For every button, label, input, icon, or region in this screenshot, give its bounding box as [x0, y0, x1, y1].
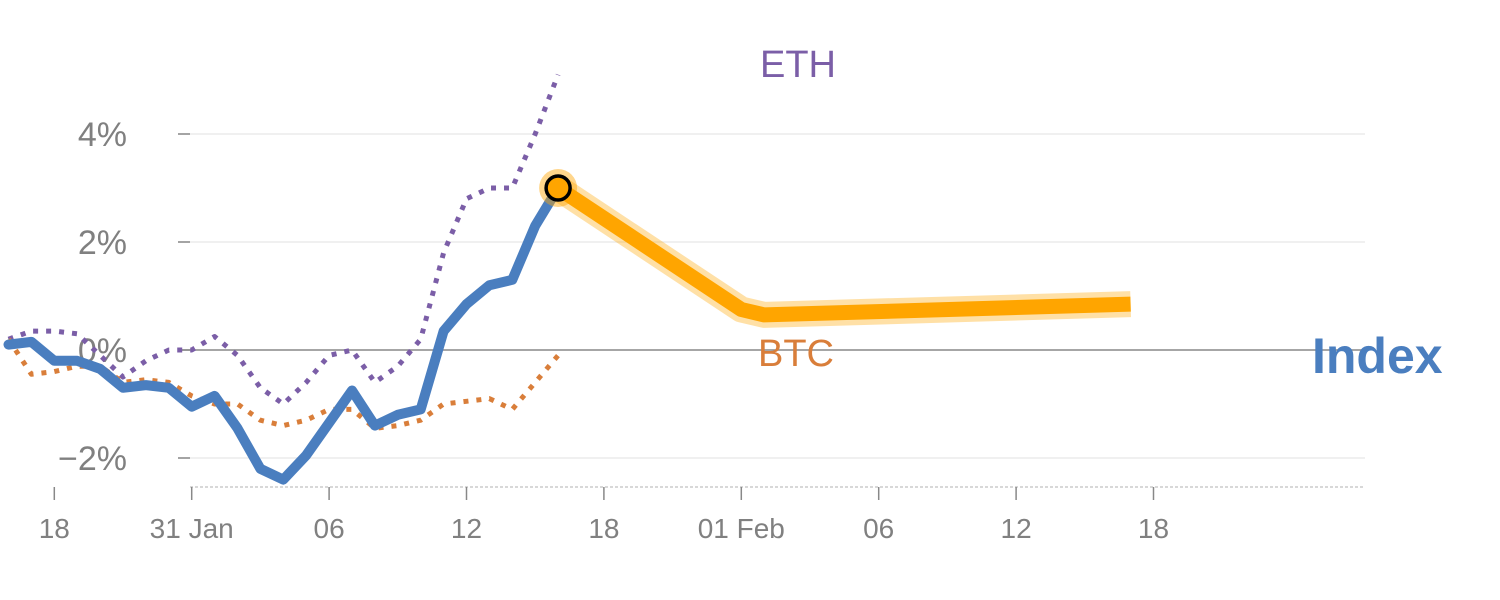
x-tick-4: 18	[588, 487, 619, 544]
x-tick-label: 18	[588, 513, 619, 544]
y-tick-label: −2%	[58, 440, 127, 478]
btc-line	[6, 337, 561, 431]
x-tick-1: 31 Jan	[150, 487, 234, 544]
y-tick-label: 2%	[78, 224, 127, 262]
x-axis: 18 31 Jan 06 12 18 01 Feb 06 12 18	[39, 486, 1365, 544]
x-tick-label: 12	[1001, 513, 1032, 544]
x-tick-label: 31 Jan	[150, 513, 234, 544]
x-tick-3: 12	[451, 487, 482, 544]
x-tick-label: 06	[314, 513, 345, 544]
x-tick-6: 06	[863, 487, 894, 544]
x-tick-label: 01 Feb	[698, 513, 785, 544]
x-tick-2: 06	[314, 487, 345, 544]
eth-label: ETH	[760, 44, 836, 86]
y-axis: 4%2%0%−2%	[58, 116, 190, 478]
index-label: Index	[1312, 328, 1443, 384]
btc-label: BTC	[758, 333, 834, 375]
grid-lines	[178, 133, 1365, 459]
index-line	[3, 183, 564, 485]
x-tick-0: 18	[39, 487, 70, 544]
current-point-marker	[544, 174, 572, 202]
x-tick-label: 06	[863, 513, 894, 544]
x-tick-label: 12	[451, 513, 482, 544]
x-tick-label: 18	[39, 513, 70, 544]
markers	[539, 169, 578, 207]
y-tick-3: −2%	[58, 440, 190, 478]
series-labels: ETH BTC Index	[758, 44, 1443, 384]
x-tick-7: 12	[1001, 487, 1032, 544]
y-tick-label: 4%	[78, 116, 127, 154]
x-tick-label: 18	[1138, 513, 1169, 544]
y-tick-1: 2%	[78, 224, 190, 262]
x-tick-8: 18	[1138, 487, 1169, 544]
index-forecast-line	[553, 181, 1131, 323]
x-tick-5: 01 Feb	[698, 487, 785, 544]
y-tick-0: 4%	[78, 116, 190, 154]
series-lines	[3, 73, 1131, 485]
